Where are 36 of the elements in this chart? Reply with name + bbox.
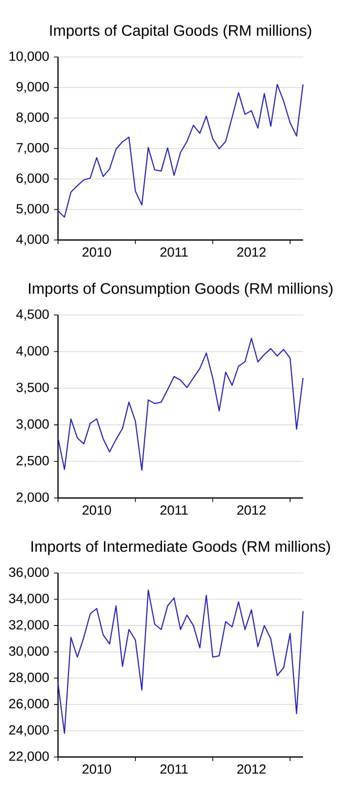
chart-title: Imports of Intermediate Goods (RM millions) bbox=[32, 540, 330, 555]
x-tick-label: 2011 bbox=[160, 505, 188, 515]
y-tick-label: 6,000 bbox=[16, 173, 49, 185]
y-tick-label: 9,000 bbox=[16, 82, 49, 94]
y-tick-label: 26,000 bbox=[9, 698, 49, 710]
y-tick-label: 4,500 bbox=[16, 309, 49, 321]
y-tick-label: 7,000 bbox=[16, 142, 49, 154]
y-tick-label: 22,000 bbox=[9, 751, 49, 763]
y-tick-label: 32,000 bbox=[9, 620, 49, 632]
x-tick-label: 2011 bbox=[160, 247, 188, 257]
y-tick-label: 24,000 bbox=[9, 725, 49, 736]
chart-title: Imports of Consumption Goods (RM millions) bbox=[28, 282, 332, 297]
y-tick-label: 2,000 bbox=[16, 492, 49, 504]
y-tick-label: 10,000 bbox=[10, 51, 49, 63]
x-tick-label: 2010 bbox=[82, 764, 111, 774]
x-tick-label: 2011 bbox=[160, 764, 188, 774]
y-tick-label: 4,000 bbox=[16, 346, 49, 358]
y-tick-label: 3,000 bbox=[16, 419, 49, 430]
y-tick-label: 4,000 bbox=[16, 234, 49, 246]
y-tick-label: 3,500 bbox=[16, 382, 49, 394]
x-tick-label: 2012 bbox=[237, 505, 266, 515]
y-tick-label: 30,000 bbox=[9, 646, 49, 658]
y-tick-label: 8,000 bbox=[16, 112, 49, 124]
y-tick-label: 34,000 bbox=[9, 594, 49, 605]
line-series bbox=[57, 590, 304, 734]
y-tick-label: 36,000 bbox=[9, 567, 49, 579]
x-tick-label: 2010 bbox=[82, 505, 111, 515]
x-tick-label: 2012 bbox=[237, 764, 266, 774]
y-tick-label: 5,000 bbox=[16, 204, 49, 216]
y-tick-label: 2,500 bbox=[16, 456, 49, 467]
x-tick-label: 2010 bbox=[82, 247, 111, 257]
y-tick-label: 28,000 bbox=[9, 672, 49, 684]
x-tick-label: 2012 bbox=[237, 247, 266, 257]
chart-title: Imports of Capital Goods (RM millions) bbox=[50, 24, 312, 39]
line-series bbox=[57, 84, 304, 218]
line-series bbox=[57, 338, 304, 471]
